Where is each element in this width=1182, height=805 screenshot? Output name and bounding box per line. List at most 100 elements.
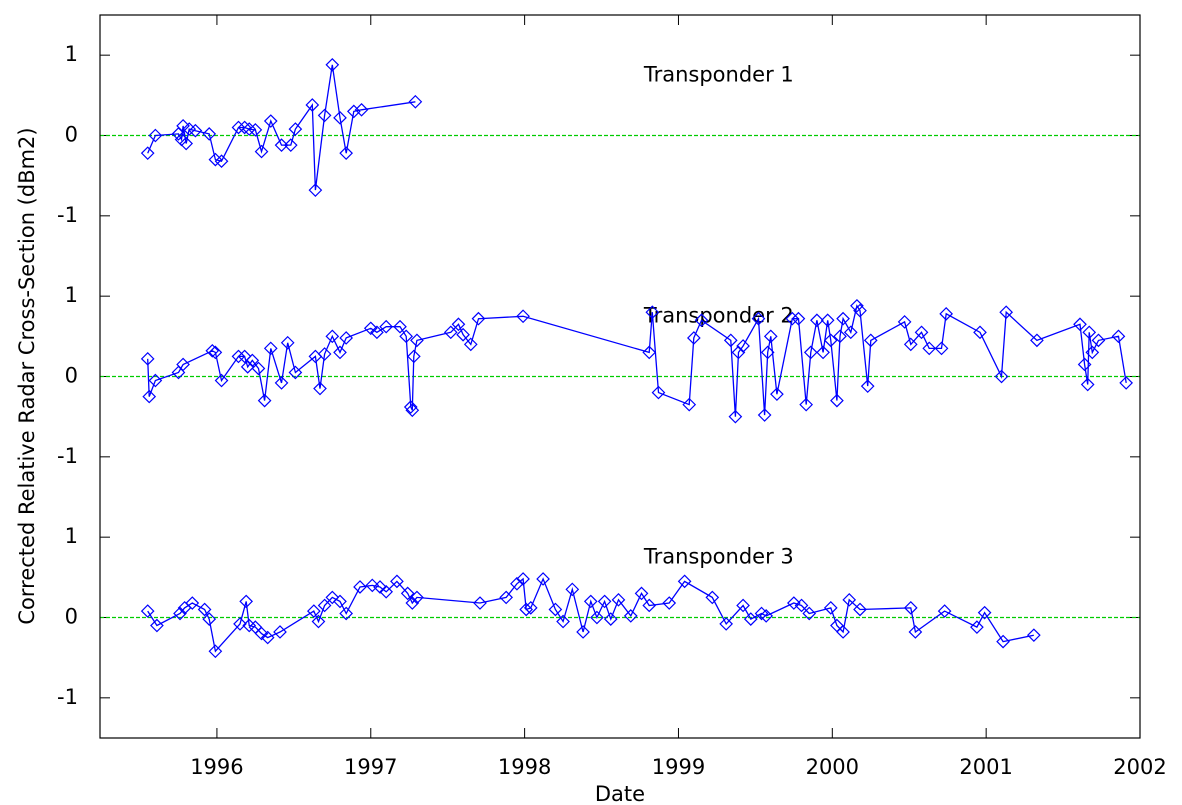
marker (142, 389, 157, 404)
marker (705, 590, 720, 605)
marker (590, 610, 604, 625)
marker (197, 602, 212, 617)
x-axis-label: Date (595, 782, 645, 805)
marker (863, 333, 878, 348)
marker (830, 393, 844, 408)
marker (237, 349, 252, 364)
marker (233, 617, 247, 631)
marker (723, 333, 738, 348)
marker (763, 329, 778, 344)
marker (257, 393, 272, 408)
marker (1119, 376, 1133, 390)
plot-frame (99, 14, 1141, 739)
marker (903, 337, 918, 352)
marker (1080, 377, 1095, 392)
marker (260, 630, 275, 645)
marker (836, 311, 850, 326)
marker (254, 144, 269, 159)
marker (597, 594, 612, 609)
marker (802, 606, 817, 621)
marker (810, 313, 824, 328)
marker (603, 612, 618, 626)
marker (443, 325, 458, 340)
marker (651, 385, 666, 400)
marker (208, 644, 223, 659)
marker (523, 601, 538, 615)
panel-label: Transponder 3 (643, 544, 794, 568)
marker (634, 586, 649, 601)
y-tick-label: -1 (57, 203, 78, 227)
marker (583, 594, 598, 609)
marker (548, 602, 563, 617)
marker (263, 341, 278, 356)
marker (823, 601, 838, 615)
y-tick-label: -1 (57, 444, 78, 468)
marker (794, 598, 809, 613)
marker (463, 337, 478, 352)
marker (1091, 333, 1106, 348)
marker (365, 578, 380, 593)
marker (1085, 345, 1100, 360)
marker (339, 146, 354, 161)
marker (751, 311, 766, 326)
marker (816, 345, 830, 360)
y-tick-label: 1 (65, 283, 78, 307)
marker (325, 329, 340, 344)
marker (333, 594, 347, 609)
marker (140, 146, 155, 161)
marker (565, 582, 580, 597)
marker (325, 57, 340, 72)
marker (842, 592, 857, 607)
marker (471, 311, 486, 326)
marker (728, 409, 743, 424)
marker (903, 601, 918, 615)
marker (662, 596, 677, 610)
marker (202, 612, 217, 626)
marker (694, 313, 709, 328)
marker (317, 598, 332, 613)
marker (736, 598, 750, 613)
marker (536, 572, 550, 586)
marker (516, 309, 530, 324)
marker (354, 102, 369, 117)
marker (719, 617, 734, 631)
y-tick-label: 1 (65, 524, 78, 548)
marker (1030, 333, 1044, 348)
marker (736, 339, 750, 353)
marker (273, 625, 287, 639)
marker (205, 343, 220, 358)
marker (248, 123, 263, 137)
series-line (147, 304, 1127, 417)
marker (242, 122, 257, 136)
marker (305, 98, 320, 112)
marker (791, 311, 806, 326)
y-tick-label: 1 (65, 42, 78, 66)
marker (176, 357, 190, 372)
marker (408, 94, 423, 109)
marker (288, 122, 303, 136)
marker (274, 376, 289, 390)
marker (451, 317, 466, 332)
marker (743, 612, 758, 626)
marker (939, 306, 954, 321)
marker (410, 333, 424, 348)
marker (623, 609, 638, 623)
marker (237, 120, 252, 135)
marker (1077, 357, 1092, 372)
marker (759, 609, 774, 623)
marker (996, 634, 1010, 649)
marker (456, 327, 470, 342)
marker (645, 305, 660, 320)
marker (188, 123, 203, 138)
marker (934, 341, 949, 356)
marker (823, 333, 838, 348)
x-tick-label: 2002 (1113, 755, 1166, 779)
marker (346, 104, 361, 119)
marker (208, 345, 223, 360)
panel-label: Transponder 2 (643, 303, 794, 327)
marker (393, 319, 407, 334)
marker (202, 127, 217, 141)
marker (179, 136, 194, 151)
marker (245, 353, 260, 368)
marker (176, 119, 190, 133)
